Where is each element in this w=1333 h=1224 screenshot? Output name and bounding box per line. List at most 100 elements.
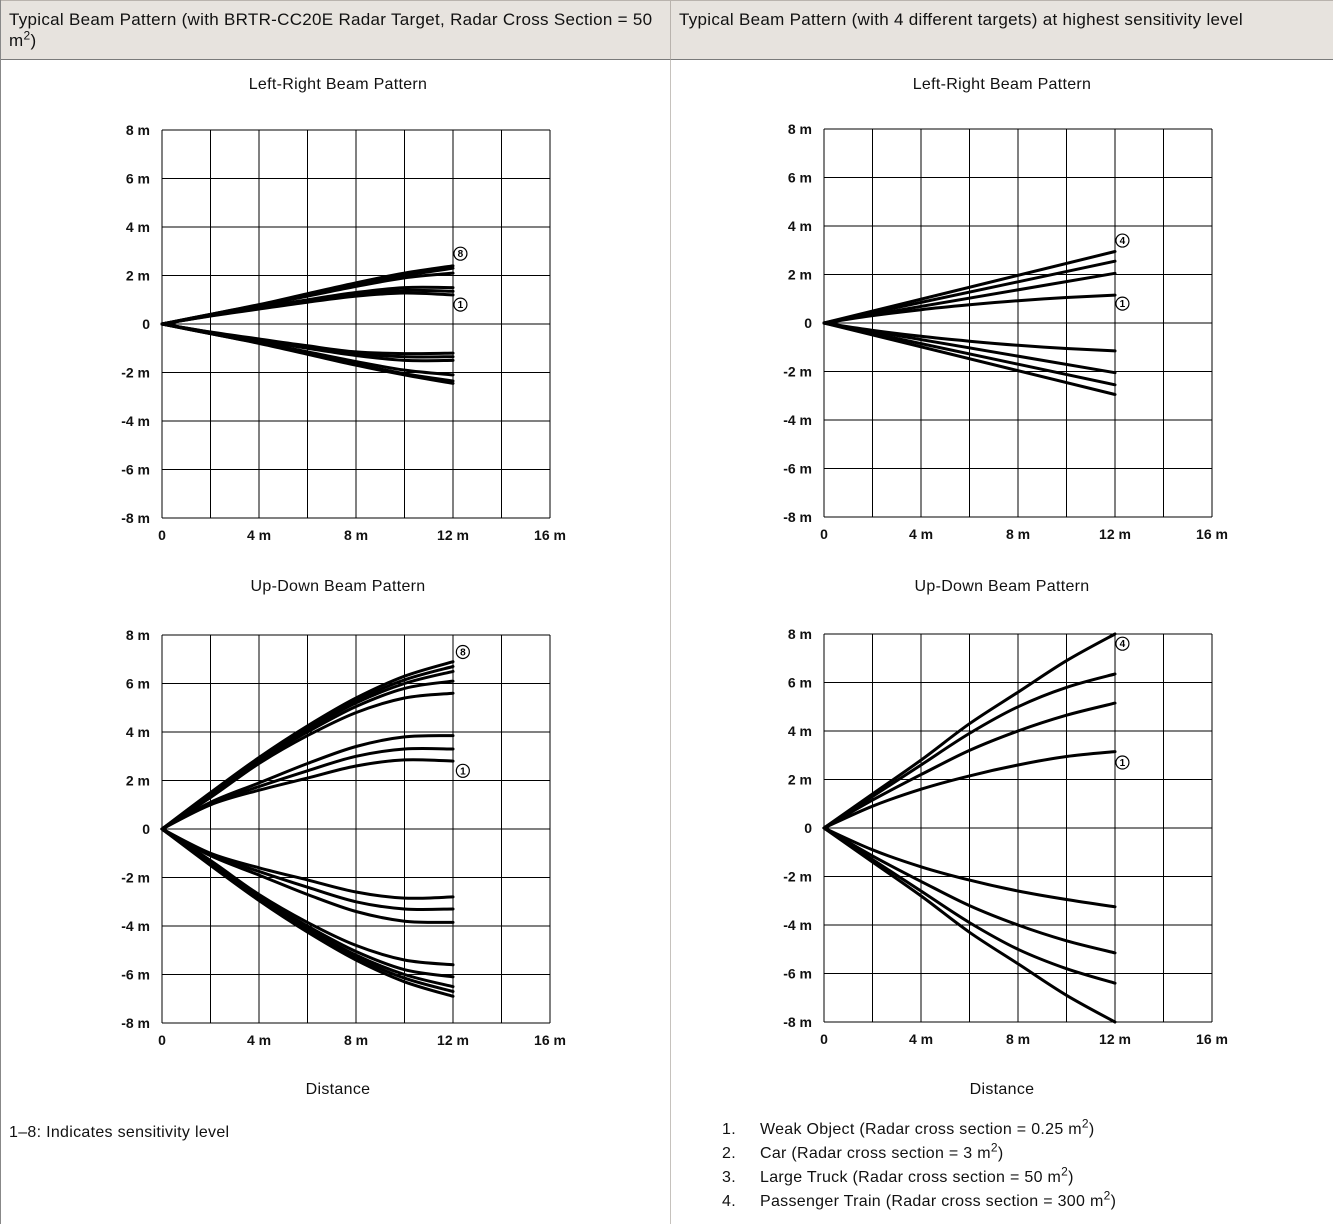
- beam-curve: [160, 691, 455, 831]
- column-divider: [670, 60, 671, 1224]
- y-tick-label: 4 m: [126, 724, 150, 740]
- legend-superscript: 2: [1081, 1116, 1089, 1131]
- y-tick-label: -6 m: [121, 967, 150, 983]
- beam-curve: [160, 322, 455, 356]
- legend-text: Passenger Train (Radar cross section = 3…: [760, 1193, 1104, 1210]
- chart-title-up-down-2: Up-Down Beam Pattern: [914, 578, 1090, 595]
- x-tick-label: 0: [820, 1031, 828, 1047]
- legend-close: ): [1088, 1121, 1095, 1138]
- x-tick-label: 16 m: [534, 527, 566, 543]
- y-tick-label: 4 m: [126, 219, 150, 235]
- x-tick-label: 0: [158, 1032, 166, 1048]
- x-tick-label: 8 m: [1006, 526, 1030, 542]
- marker-label: 1: [460, 766, 466, 777]
- x-tick-label: 8 m: [344, 527, 368, 543]
- beam-curve: [822, 321, 1117, 396]
- left-header-text: Typical Beam Pattern (with BRTR-CC20E Ra…: [9, 10, 653, 50]
- beam-curve: [822, 293, 1117, 325]
- y-tick-label: 2 m: [788, 772, 812, 788]
- legend-number: 1.: [722, 1121, 736, 1138]
- y-tick-label: -2 m: [783, 364, 812, 380]
- y-tick-label: -6 m: [121, 462, 150, 478]
- sensitivity-marker: 8: [453, 246, 468, 261]
- sensitivity-marker: 1: [1115, 296, 1130, 311]
- right-header-text: Typical Beam Pattern (with 4 different t…: [679, 10, 1243, 29]
- legend-text: Weak Object (Radar cross section = 0.25 …: [760, 1121, 1082, 1138]
- beam-curve: [160, 291, 455, 326]
- y-tick-label: -8 m: [783, 509, 812, 525]
- marker-label: 8: [458, 249, 464, 260]
- y-tick-label: 8 m: [126, 627, 150, 643]
- beam-curve: [822, 632, 1117, 830]
- beam-curve: [822, 321, 1117, 353]
- x-tick-label: 4 m: [247, 1032, 271, 1048]
- y-tick-label: 8 m: [788, 121, 812, 137]
- marker-label: 4: [1120, 639, 1126, 650]
- x-tick-label: 12 m: [437, 527, 469, 543]
- y-tick-label: 0: [142, 821, 150, 837]
- y-tick-label: 8 m: [126, 122, 150, 138]
- beam-curve: [822, 321, 1117, 387]
- y-tick-label: -6 m: [783, 461, 812, 477]
- chart-title-up-down-1: Up-Down Beam Pattern: [250, 578, 426, 595]
- beam-curve: [160, 827, 455, 967]
- y-tick-label: -8 m: [121, 510, 150, 526]
- y-tick-label: 4 m: [788, 723, 812, 739]
- y-tick-label: 0: [804, 820, 812, 836]
- beam-curve: [822, 750, 1117, 830]
- x-tick-label: 8 m: [1006, 1031, 1030, 1047]
- beam-curve: [822, 826, 1117, 955]
- legend-superscript: 2: [1103, 1188, 1111, 1203]
- distance-axis-label-left: Distance: [305, 1081, 371, 1098]
- beam-curve: [822, 672, 1117, 830]
- sensitivity-marker: 4: [1115, 636, 1130, 651]
- marker-label: 1: [458, 300, 464, 311]
- right-column-header: Typical Beam Pattern (with 4 different t…: [670, 0, 1333, 60]
- beam-curve: [822, 826, 1117, 909]
- beam-curve: [822, 250, 1117, 325]
- y-tick-label: 8 m: [788, 626, 812, 642]
- y-tick-label: 2 m: [788, 267, 812, 283]
- marker-label: 1: [1120, 758, 1126, 769]
- chart-title-left-right-1: Left-Right Beam Pattern: [248, 76, 428, 93]
- x-tick-label: 12 m: [1099, 526, 1131, 542]
- legend-text: Car (Radar cross section = 3 m: [760, 1145, 991, 1162]
- legend-item: 2. Car (Radar cross section = 3 m2): [722, 1142, 1116, 1166]
- x-tick-label: 8 m: [344, 1032, 368, 1048]
- y-tick-label: 0: [142, 316, 150, 332]
- beam-curve: [160, 758, 455, 831]
- target-legend: 1. Weak Object (Radar cross section = 0.2…: [722, 1118, 1116, 1214]
- y-tick-label: -4 m: [783, 917, 812, 933]
- x-tick-label: 12 m: [1099, 1031, 1131, 1047]
- legend-number: 4.: [722, 1193, 736, 1210]
- sensitivity-marker: 4: [1115, 233, 1130, 248]
- chart-title-left-right-2: Left-Right Beam Pattern: [912, 76, 1092, 93]
- y-tick-label: -4 m: [121, 413, 150, 429]
- y-tick-label: 6 m: [126, 171, 150, 187]
- distance-axis-label-right: Distance: [969, 1081, 1035, 1098]
- x-tick-label: 0: [158, 527, 166, 543]
- y-tick-label: 4 m: [788, 218, 812, 234]
- x-tick-label: 12 m: [437, 1032, 469, 1048]
- y-tick-label: -4 m: [783, 412, 812, 428]
- y-tick-label: 2 m: [126, 268, 150, 284]
- sensitivity-marker: 1: [453, 297, 468, 312]
- y-tick-label: 6 m: [788, 675, 812, 691]
- x-tick-label: 16 m: [1196, 1031, 1228, 1047]
- left-header-close: ): [30, 31, 37, 50]
- beam-curve: [822, 826, 1117, 985]
- y-tick-label: -2 m: [121, 365, 150, 381]
- x-tick-label: 16 m: [534, 1032, 566, 1048]
- beam-curve: [822, 259, 1117, 325]
- legend-number: 2.: [722, 1145, 736, 1162]
- y-tick-label: -2 m: [783, 869, 812, 885]
- y-tick-label: 0: [804, 315, 812, 331]
- y-tick-label: 6 m: [788, 170, 812, 186]
- legend-text: Large Truck (Radar cross section = 50 m: [760, 1169, 1062, 1186]
- marker-label: 8: [460, 647, 466, 658]
- legend-superscript: 2: [990, 1140, 998, 1155]
- legend-close: ): [997, 1145, 1004, 1162]
- y-tick-label: 2 m: [126, 773, 150, 789]
- x-tick-label: 4 m: [909, 526, 933, 542]
